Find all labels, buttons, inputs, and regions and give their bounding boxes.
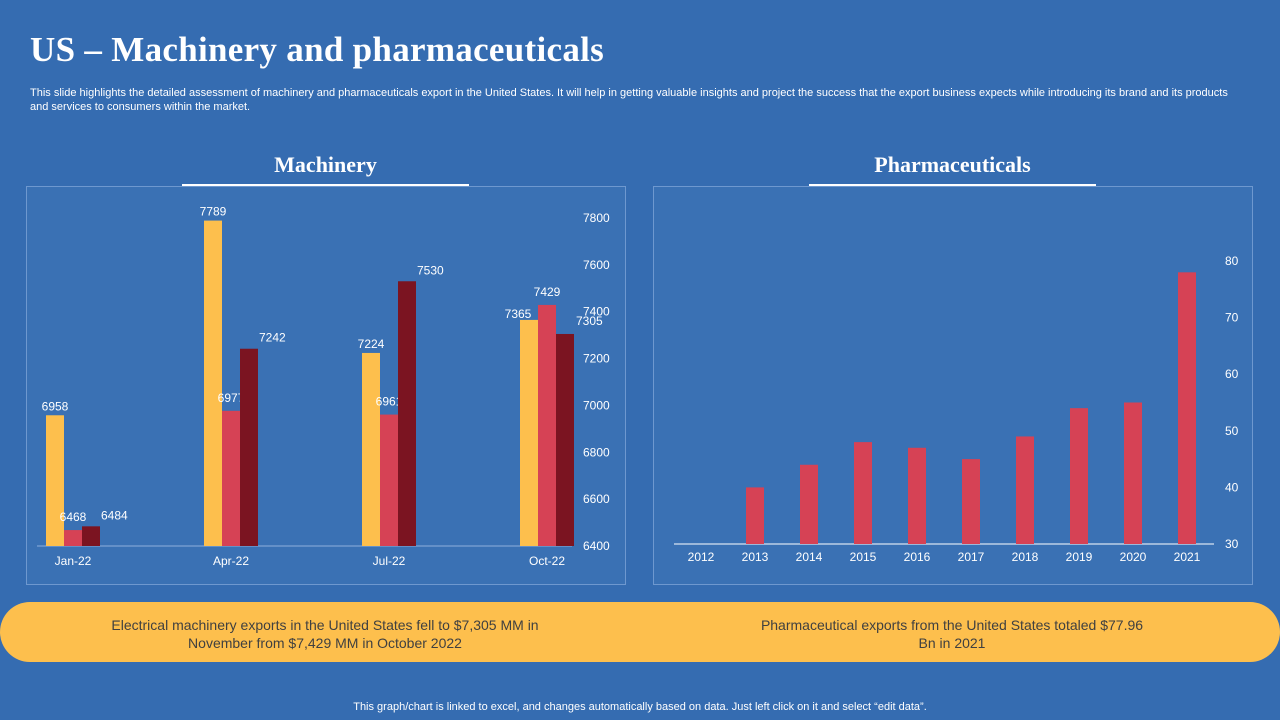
pharma-x-tick-label: 2020 [1120, 550, 1147, 564]
machinery-chart-panel[interactable]: 6400 6600 6800 7000 7200 7400 7600 7800 6958 6468… [26, 186, 626, 585]
machinery-bar-s3-Apr-22 [240, 348, 258, 546]
machinery-section-title: Machinery [274, 152, 377, 177]
pharma-chart[interactable]: 30 40 50 60 70 80 2012 2013 2014 2015 2016 2017 2018… [654, 187, 1252, 584]
pharma-bar-2014 [800, 464, 818, 544]
pharma-x-tick-label: 2019 [1066, 550, 1093, 564]
pharma-x-tick-label: 2014 [796, 550, 823, 564]
machinery-y-tick-label: 7400 [583, 305, 610, 319]
machinery-data-label: 7242 [259, 331, 286, 345]
machinery-y-tick-label: 6400 [583, 539, 610, 553]
pharma-y-tick-label: 40 [1225, 480, 1239, 494]
pharma-bar-2020 [1124, 402, 1142, 544]
machinery-bar-s1-Apr-22 [204, 220, 222, 546]
machinery-bar-s1-Jan-22 [46, 415, 64, 546]
machinery-data-label: 6484 [101, 508, 128, 522]
callout-banner: Electrical machinery exports in the Unit… [0, 602, 1280, 662]
machinery-data-label: 7305 [576, 314, 603, 328]
pharma-x-tick-label: 2015 [850, 550, 877, 564]
machinery-callout-text: Electrical machinery exports in the Unit… [111, 617, 539, 651]
machinery-x-tick-label: Jan-22 [55, 554, 92, 568]
machinery-data-label: 6958 [42, 399, 69, 413]
machinery-data-label: 6977 [218, 391, 245, 405]
footer-note: This graph/chart is linked to excel, and… [353, 701, 927, 713]
pharma-x-tick-label: 2018 [1012, 550, 1039, 564]
pharma-bar-2017 [962, 459, 980, 544]
machinery-y-tick-label: 7200 [583, 352, 610, 366]
machinery-data-label: 7365 [505, 307, 532, 321]
machinery-y-tick-label: 7000 [583, 398, 610, 412]
pharma-bar-2015 [854, 442, 872, 544]
machinery-data-label: 7789 [200, 205, 227, 219]
machinery-data-label: 7530 [417, 263, 444, 277]
pharma-bar-2021 [1178, 272, 1196, 544]
machinery-bar-s3-Jul-22 [398, 281, 416, 546]
pharma-y-tick-label: 30 [1225, 537, 1239, 551]
machinery-data-label: 6961 [376, 395, 403, 409]
machinery-x-tick-label: Jul-22 [373, 554, 406, 568]
machinery-y-tick-label: 7600 [583, 258, 610, 272]
machinery-y-tick-label: 6600 [583, 492, 610, 506]
pharma-bar-2013 [746, 487, 764, 544]
machinery-bar-s3-Oct-22 [556, 333, 574, 546]
pharma-x-tick-label: 2012 [688, 550, 715, 564]
pharma-x-tick-label: 2017 [958, 550, 985, 564]
machinery-bar-s3-Jan-22 [82, 526, 100, 546]
pharma-bar-2018 [1016, 436, 1034, 544]
machinery-bar-s1-Oct-22 [520, 319, 538, 546]
pharma-bar-2019 [1070, 408, 1088, 544]
machinery-data-label: 6468 [60, 510, 87, 524]
pharma-y-tick-label: 70 [1225, 311, 1239, 325]
pharma-x-tick-label: 2013 [742, 550, 769, 564]
machinery-bar-s1-Jul-22 [362, 352, 380, 546]
machinery-data-label: 7224 [358, 337, 385, 351]
machinery-bar-s2-Jan-22 [64, 530, 82, 546]
machinery-bar-s2-Oct-22 [538, 304, 556, 546]
machinery-title-underline [182, 184, 469, 187]
page-title: US – Machinery and pharmaceuticals [30, 30, 605, 69]
pharma-x-tick-label: 2021 [1174, 550, 1201, 564]
machinery-x-tick-label: Apr-22 [213, 554, 249, 568]
pharma-section-title: Pharmaceuticals [874, 152, 1031, 177]
pharma-title-underline [809, 184, 1096, 187]
pharma-chart-panel[interactable]: 30 40 50 60 70 80 2012 2013 2014 2015 2016 2017 2018… [653, 186, 1253, 585]
pharma-x-tick-label: 2016 [904, 550, 931, 564]
machinery-bar-s2-Jul-22 [380, 414, 398, 546]
machinery-bar-s2-Apr-22 [222, 410, 240, 546]
pharma-callout-text: Pharmaceutical exports from the United S… [760, 617, 1144, 651]
machinery-data-label: 7429 [534, 285, 561, 299]
machinery-y-tick-label: 7800 [583, 211, 610, 225]
pharma-bar-2016 [908, 447, 926, 544]
pharma-y-tick-label: 80 [1225, 254, 1239, 268]
machinery-y-tick-label: 6800 [583, 445, 610, 459]
machinery-chart[interactable]: 6400 6600 6800 7000 7200 7400 7600 7800 6958 6468… [27, 187, 625, 584]
pharma-y-tick-label: 60 [1225, 367, 1239, 381]
page-subtitle: This slide highlights the detailed asses… [30, 87, 1228, 113]
pharma-y-tick-label: 50 [1225, 424, 1239, 438]
machinery-x-tick-label: Oct-22 [529, 554, 565, 568]
